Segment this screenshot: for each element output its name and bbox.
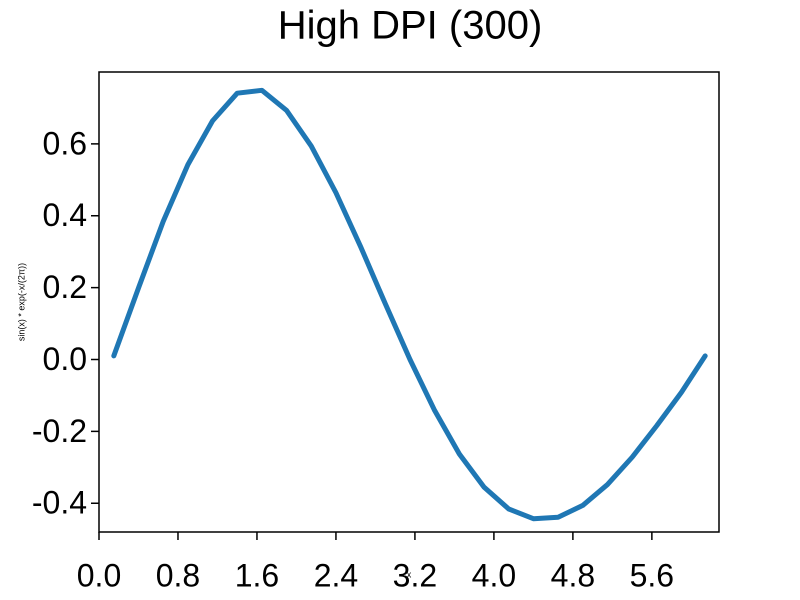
x-axis-label: x	[407, 569, 412, 579]
chart-title: High DPI (300)	[278, 4, 543, 48]
x-tick-label: 0.0	[77, 557, 121, 593]
x-tick-label: 1.6	[235, 557, 279, 593]
plot-frame	[98, 71, 720, 533]
x-tick-label: 5.6	[630, 557, 674, 593]
x-tick-label: 4.8	[551, 557, 595, 593]
x-tick-label: 0.8	[156, 557, 200, 593]
y-tick-label: 0.4	[43, 197, 87, 233]
x-tick-label: 4.0	[472, 557, 516, 593]
y-axis-label: sin(x) * exp(-x/(2π))	[16, 263, 26, 341]
x-tick-label: 3.2	[393, 557, 437, 593]
y-tick-label: -0.2	[32, 413, 87, 449]
y-tick-label: -0.4	[32, 485, 87, 521]
y-tick-label: 0.6	[43, 125, 87, 161]
y-tick-label: 0.0	[43, 341, 87, 377]
x-tick-label: 2.4	[314, 557, 358, 593]
line-series	[111, 87, 708, 522]
y-tick-label: 0.2	[43, 269, 87, 305]
